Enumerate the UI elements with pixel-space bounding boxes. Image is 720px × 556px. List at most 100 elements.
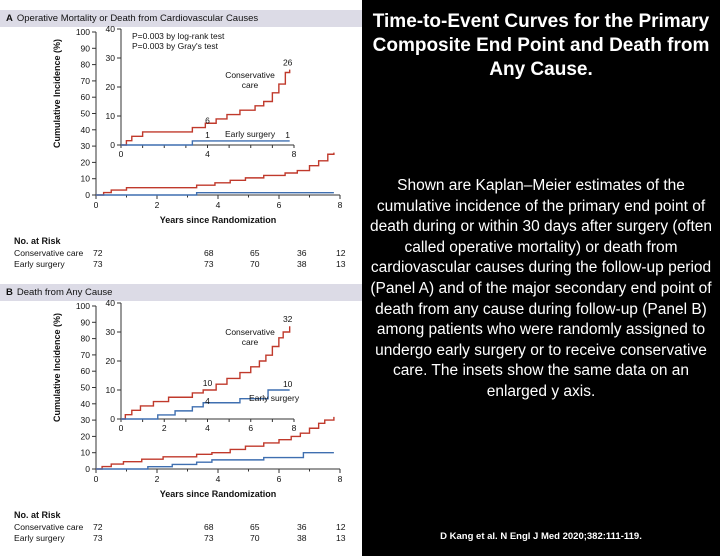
inset-y-tick-label: 20 bbox=[106, 82, 116, 92]
panel-a-risk-table: No. at Risk Conservative care 72 68 65 3… bbox=[14, 236, 354, 270]
y-tick-label: 30 bbox=[81, 415, 91, 425]
risk-row-label: Conservative care bbox=[14, 522, 84, 532]
risk-value: 68 bbox=[204, 522, 214, 532]
series-label-conservative: Conservative bbox=[225, 70, 275, 80]
risk-row-label: Early surgery bbox=[14, 533, 65, 543]
point-label: 32 bbox=[283, 314, 293, 324]
x-tick-label: 2 bbox=[155, 474, 160, 484]
panel-a-letter: A bbox=[6, 13, 13, 24]
risk-value: 38 bbox=[297, 259, 307, 269]
inset-background bbox=[121, 27, 304, 145]
risk-table-title: No. at Risk bbox=[14, 510, 61, 520]
y-tick-label: 50 bbox=[81, 109, 91, 119]
inset-y-tick-label: 30 bbox=[106, 53, 116, 63]
inset-x-tick-label: 8 bbox=[292, 423, 297, 433]
point-label: 10 bbox=[203, 378, 213, 388]
series-line-conservative bbox=[96, 416, 335, 470]
inset-x-tick-label: 0 bbox=[119, 423, 124, 433]
x-tick-label: 0 bbox=[94, 200, 99, 210]
risk-value: 13 bbox=[336, 533, 346, 543]
risk-table-title: No. at Risk bbox=[14, 236, 61, 246]
risk-value: 72 bbox=[93, 522, 103, 532]
y-tick-label: 0 bbox=[85, 464, 90, 474]
series-line-conservative bbox=[96, 152, 335, 196]
y-tick-label: 0 bbox=[85, 190, 90, 200]
risk-value: 36 bbox=[297, 248, 307, 258]
risk-value: 70 bbox=[250, 259, 260, 269]
y-tick-label: 80 bbox=[81, 60, 91, 70]
risk-value: 73 bbox=[93, 259, 103, 269]
inset-series-line-early bbox=[121, 389, 290, 420]
inset-y-tick-label: 0 bbox=[110, 140, 115, 150]
y-tick-label: 20 bbox=[81, 431, 91, 441]
point-label: 10 bbox=[283, 379, 293, 389]
risk-value: 72 bbox=[93, 248, 103, 258]
risk-row-early: Early surgery 73 73 70 38 13 bbox=[14, 259, 354, 270]
risk-row-label: Early surgery bbox=[14, 259, 65, 269]
series-label-conservative-line2: care bbox=[242, 80, 259, 90]
risk-value: 73 bbox=[204, 533, 214, 543]
risk-value: 36 bbox=[297, 522, 307, 532]
p-value-annotation: P=0.003 by Gray's test bbox=[132, 41, 219, 51]
inset-y-tick-label: 40 bbox=[106, 298, 116, 308]
y-tick-label: 100 bbox=[76, 27, 90, 37]
x-tick-label: 4 bbox=[216, 474, 221, 484]
point-label: 4 bbox=[205, 396, 210, 406]
x-axis-label: Years since Randomization bbox=[160, 489, 277, 499]
inset-y-tick-label: 40 bbox=[106, 24, 116, 34]
risk-value: 73 bbox=[93, 533, 103, 543]
series-label-early: Early surgery bbox=[225, 129, 276, 139]
risk-value: 13 bbox=[336, 259, 346, 269]
x-tick-label: 8 bbox=[338, 474, 343, 484]
panel-b-title: Death from Any Cause bbox=[16, 287, 113, 298]
y-axis-label: Cumulative Incidence (%) bbox=[52, 39, 62, 148]
y-axis-label: Cumulative Incidence (%) bbox=[52, 313, 62, 422]
y-tick-label: 70 bbox=[81, 350, 91, 360]
risk-row-early: Early surgery 73 73 70 38 13 bbox=[14, 533, 354, 544]
inset-x-tick-label: 4 bbox=[205, 149, 210, 159]
p-value-annotation: P=0.003 by log-rank test bbox=[132, 31, 225, 41]
y-tick-label: 40 bbox=[81, 125, 91, 135]
point-label: 1 bbox=[205, 130, 210, 140]
y-tick-label: 10 bbox=[81, 174, 91, 184]
panel-b-header: B Death from Any Cause bbox=[0, 284, 362, 301]
panel-a-header: A Operative Mortality or Death from Cardi… bbox=[0, 10, 362, 27]
inset-x-tick-label: 4 bbox=[205, 423, 210, 433]
risk-value: 65 bbox=[250, 248, 260, 258]
inset-x-tick-label: 8 bbox=[292, 149, 297, 159]
risk-value: 73 bbox=[204, 259, 214, 269]
inset-x-tick-label: 0 bbox=[119, 149, 124, 159]
y-tick-label: 20 bbox=[81, 157, 91, 167]
x-tick-label: 4 bbox=[216, 200, 221, 210]
panel-b-letter: B bbox=[6, 287, 13, 298]
x-tick-label: 2 bbox=[155, 200, 160, 210]
inset-series-line-conservative bbox=[121, 326, 291, 420]
citation: D Kang et al. N Engl J Med 2020;382:111-… bbox=[440, 531, 642, 542]
x-tick-label: 0 bbox=[94, 474, 99, 484]
y-tick-label: 90 bbox=[81, 317, 91, 327]
y-tick-label: 40 bbox=[81, 399, 91, 409]
y-tick-label: 30 bbox=[81, 141, 91, 151]
inset-y-tick-label: 0 bbox=[110, 414, 115, 424]
slide-title: Time-to-Event Curves for the Primary Com… bbox=[372, 11, 710, 80]
point-label: 26 bbox=[283, 58, 293, 68]
y-tick-label: 100 bbox=[76, 301, 90, 311]
inset-series-line-early bbox=[121, 140, 290, 146]
point-label: 6 bbox=[205, 116, 210, 126]
risk-value: 70 bbox=[250, 533, 260, 543]
inset-x-tick-label: 6 bbox=[248, 423, 253, 433]
x-tick-label: 6 bbox=[277, 474, 282, 484]
slide-description: Shown are Kaplan–Meier estimates of the … bbox=[369, 177, 713, 400]
y-tick-label: 80 bbox=[81, 334, 91, 344]
risk-row-conservative: Conservative care 72 68 65 36 12 bbox=[14, 248, 354, 259]
inset-y-tick-label: 20 bbox=[106, 356, 116, 366]
inset-series-line-conservative bbox=[121, 69, 291, 146]
risk-value: 12 bbox=[336, 522, 346, 532]
series-label-conservative: Conservative bbox=[225, 327, 275, 337]
inset-y-tick-label: 30 bbox=[106, 327, 116, 337]
inset-background bbox=[121, 301, 304, 419]
figure-panels: A Operative Mortality or Death from Cardi… bbox=[0, 0, 362, 556]
x-tick-label: 6 bbox=[277, 200, 282, 210]
inset-y-tick-label: 10 bbox=[106, 111, 116, 121]
